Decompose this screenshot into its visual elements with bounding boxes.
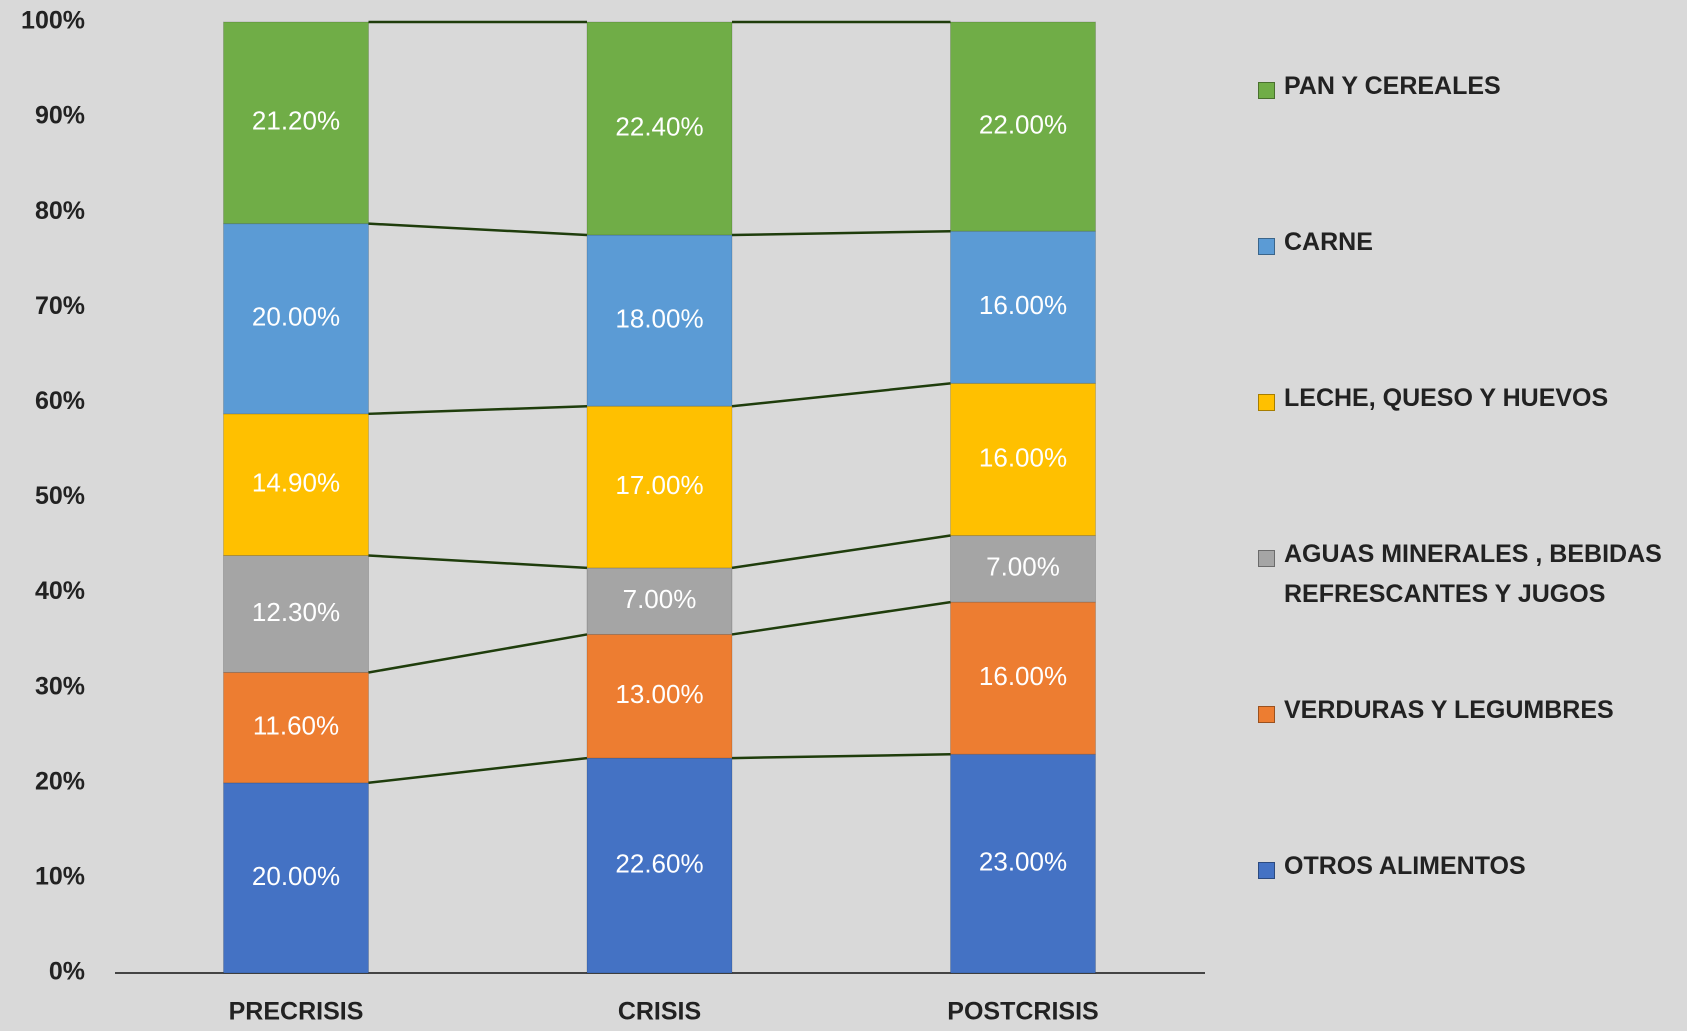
series-line [731, 229, 951, 237]
series-line [368, 633, 588, 674]
legend-label: LECHE, QUESO Y HUEVOS [1284, 384, 1609, 412]
legend-item: LECHE, QUESO Y HUEVOS [1258, 384, 1678, 418]
legend-swatch [1258, 238, 1275, 255]
legend-item: AGUAS MINERALES , BEBIDAS REFRESCANTES Y… [1258, 540, 1678, 614]
legend-swatch [1258, 394, 1275, 411]
value-label: 20.00% [252, 861, 340, 891]
y-tick-label: 70% [35, 292, 85, 320]
value-label: 7.00% [623, 584, 697, 614]
x-tick-label: PRECRISIS [229, 998, 364, 1026]
legend-label: PAN Y CEREALES [1284, 72, 1501, 100]
legend-swatch [1258, 862, 1275, 879]
y-tick-label: 90% [35, 102, 85, 130]
legend-label: OTROS ALIMENTOS [1284, 852, 1526, 880]
value-label: 17.00% [615, 470, 703, 500]
value-label: 14.90% [252, 468, 340, 498]
value-label: 16.00% [979, 442, 1067, 472]
legend-item: OTROS ALIMENTOS [1258, 852, 1678, 886]
legend-item: CARNE [1258, 228, 1678, 262]
bar-segment [950, 382, 1096, 537]
legend-label: AGUAS MINERALES , BEBIDAS REFRESCANTES Y… [1284, 540, 1662, 608]
bar-segment [223, 413, 369, 557]
bar-segment [223, 21, 369, 225]
series-line [368, 756, 588, 785]
legend-label: VERDURAS Y LEGUMBRES [1284, 696, 1614, 724]
x-tick-label: CRISIS [618, 998, 701, 1026]
y-tick-label: 10% [35, 863, 85, 891]
value-label: 16.00% [979, 661, 1067, 691]
y-tick-label: 80% [35, 197, 85, 225]
value-label: 7.00% [986, 552, 1060, 582]
bar-segment [586, 21, 733, 236]
bar-segment [223, 555, 369, 673]
y-tick-label: 50% [35, 482, 85, 510]
value-label: 13.00% [615, 679, 703, 709]
bar-segment [586, 633, 733, 759]
bar-segment [223, 671, 369, 784]
series-line [731, 600, 951, 636]
legend-item: VERDURAS Y LEGUMBRES [1258, 696, 1678, 730]
x-tick-label: POSTCRISIS [947, 998, 1098, 1026]
value-label: 22.60% [615, 848, 703, 878]
series-line [368, 404, 588, 416]
value-label: 22.00% [979, 109, 1067, 139]
legend-swatch [1258, 706, 1275, 723]
series-line [368, 222, 588, 237]
value-label: 11.60% [253, 711, 339, 741]
legend-item: PAN Y CEREALES [1258, 72, 1678, 106]
bar-segment [586, 405, 733, 569]
y-tick-label: 20% [35, 767, 85, 795]
bar-segment [950, 21, 1096, 232]
value-label: 23.00% [979, 847, 1067, 877]
bar-segment [586, 567, 733, 635]
legend-swatch [1258, 82, 1275, 99]
bar-segment [950, 753, 1096, 974]
value-label: 12.30% [252, 597, 340, 627]
value-label: 20.00% [252, 302, 340, 332]
value-label: 18.00% [615, 303, 703, 333]
legend-label: CARNE [1284, 228, 1373, 256]
y-tick-label: 30% [35, 672, 85, 700]
series-line [731, 534, 951, 570]
value-label: 16.00% [979, 290, 1067, 320]
bar-segment [586, 234, 733, 407]
y-tick-label: 60% [35, 387, 85, 415]
series-line [368, 554, 588, 570]
bar-segment [586, 757, 733, 974]
bar-segment [223, 782, 369, 974]
bar-segment [950, 230, 1096, 384]
bar-segment [950, 535, 1096, 603]
y-tick-label: 100% [21, 7, 85, 35]
value-label: 22.40% [615, 111, 703, 141]
y-tick-label: 0% [49, 958, 85, 986]
series-line [731, 382, 951, 408]
value-label: 21.20% [252, 106, 340, 136]
legend-swatch [1258, 550, 1275, 567]
y-tick-label: 40% [35, 577, 85, 605]
series-line [731, 753, 951, 760]
